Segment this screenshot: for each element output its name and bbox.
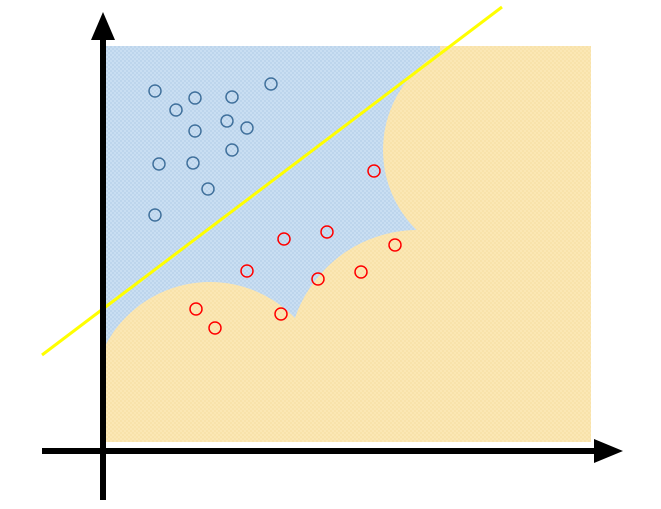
class-a-point <box>152 157 166 171</box>
class-b-point <box>367 164 381 178</box>
class-b-point <box>277 232 291 246</box>
class-a-point <box>186 156 200 170</box>
class-a-point <box>225 90 239 104</box>
class-a-point <box>264 77 278 91</box>
class-a-point <box>148 84 162 98</box>
class-a-point <box>169 103 183 117</box>
class-b-point <box>311 272 325 286</box>
class-a-point <box>220 114 234 128</box>
class-a-point <box>148 208 162 222</box>
linear-decision-boundary <box>41 5 503 357</box>
class-b-point <box>208 321 222 335</box>
class-a-point <box>225 143 239 157</box>
class-a-point <box>188 91 202 105</box>
class-b-points <box>189 164 402 335</box>
x-axis-arrowhead <box>594 439 623 463</box>
class-b-point <box>240 264 254 278</box>
axes <box>42 12 623 500</box>
class-a-point <box>240 121 254 135</box>
class-b-point <box>320 225 334 239</box>
class-b-point <box>388 238 402 252</box>
class-a-point <box>188 124 202 138</box>
class-a-points <box>148 77 278 222</box>
class-b-point <box>189 302 203 316</box>
class-b-point <box>354 265 368 279</box>
y-axis-arrowhead <box>91 12 115 40</box>
class-b-point <box>274 307 288 321</box>
class-a-point <box>201 182 215 196</box>
class-b-region <box>104 46 591 442</box>
